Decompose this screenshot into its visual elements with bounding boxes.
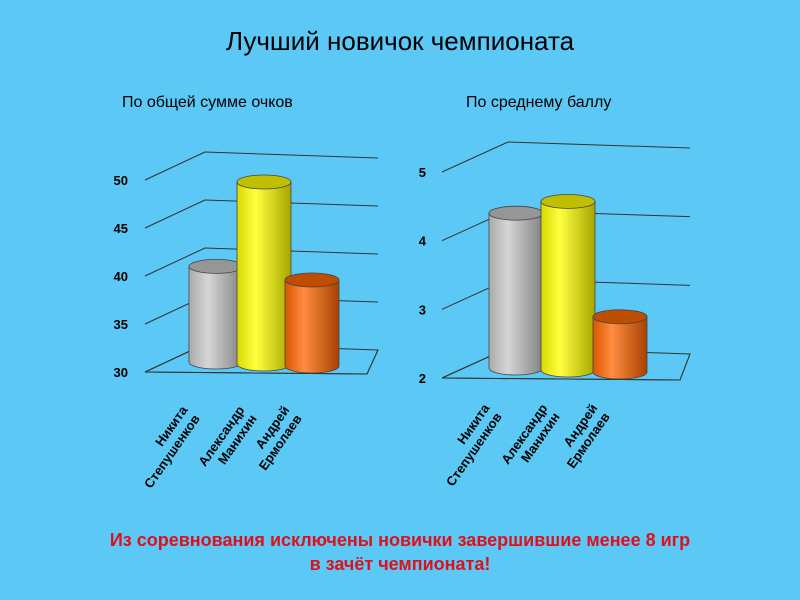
bar-top (488, 205, 544, 221)
y-tick-label: 4 (419, 234, 427, 249)
grid-back-line (204, 247, 379, 255)
grid-side-line (144, 151, 206, 181)
bar-top (284, 272, 340, 288)
note-line-2: в зачёт чемпионата! (309, 554, 491, 574)
bar-top (592, 309, 648, 325)
chart-2-title: По среднему баллу (466, 94, 612, 111)
floor-right-edge (366, 349, 379, 375)
y-tick-label: 35 (114, 317, 128, 332)
grid-side-line (144, 199, 206, 229)
bar-3 (592, 309, 648, 380)
bar-2 (540, 194, 596, 378)
grid-side-line (441, 141, 509, 173)
bar-body (592, 316, 648, 380)
bar-body (488, 212, 544, 376)
grid-back-line (204, 199, 379, 207)
floor-right-edge (679, 353, 691, 381)
bar-body (284, 279, 340, 374)
floor-front-edge (441, 377, 681, 381)
bar-1 (488, 205, 544, 376)
y-tick-label: 5 (419, 165, 426, 180)
x-tick-label: АндрейЕрмолаев (551, 401, 612, 471)
x-tick-label: АлександрМанихин (498, 401, 563, 475)
y-tick-label: 45 (114, 221, 128, 236)
x-tick-label: НикитаСтепушенков (431, 400, 505, 488)
bar-top (236, 174, 292, 190)
bar-top (540, 194, 596, 209)
bar-1 (188, 258, 244, 370)
page-title: Лучший новичок чемпионата (225, 26, 575, 56)
bar-body (540, 201, 596, 378)
note-line-1: Из соревнования исключены новички заверш… (109, 530, 691, 550)
y-tick-label: 50 (114, 173, 128, 188)
exclusion-note: Из соревнования исключены новички заверш… (0, 528, 800, 576)
grid-side-line (144, 247, 206, 277)
bar-3 (284, 272, 340, 374)
y-tick-label: 2 (419, 371, 426, 386)
grid-back-line (507, 141, 691, 149)
y-tick-label: 40 (114, 269, 128, 284)
y-tick-label: 3 (419, 302, 426, 317)
y-tick-label: 30 (114, 365, 128, 380)
floor-front-edge (144, 371, 368, 375)
grid-back-line (204, 151, 379, 159)
chart-1-title: По общей сумме очков (122, 94, 293, 111)
